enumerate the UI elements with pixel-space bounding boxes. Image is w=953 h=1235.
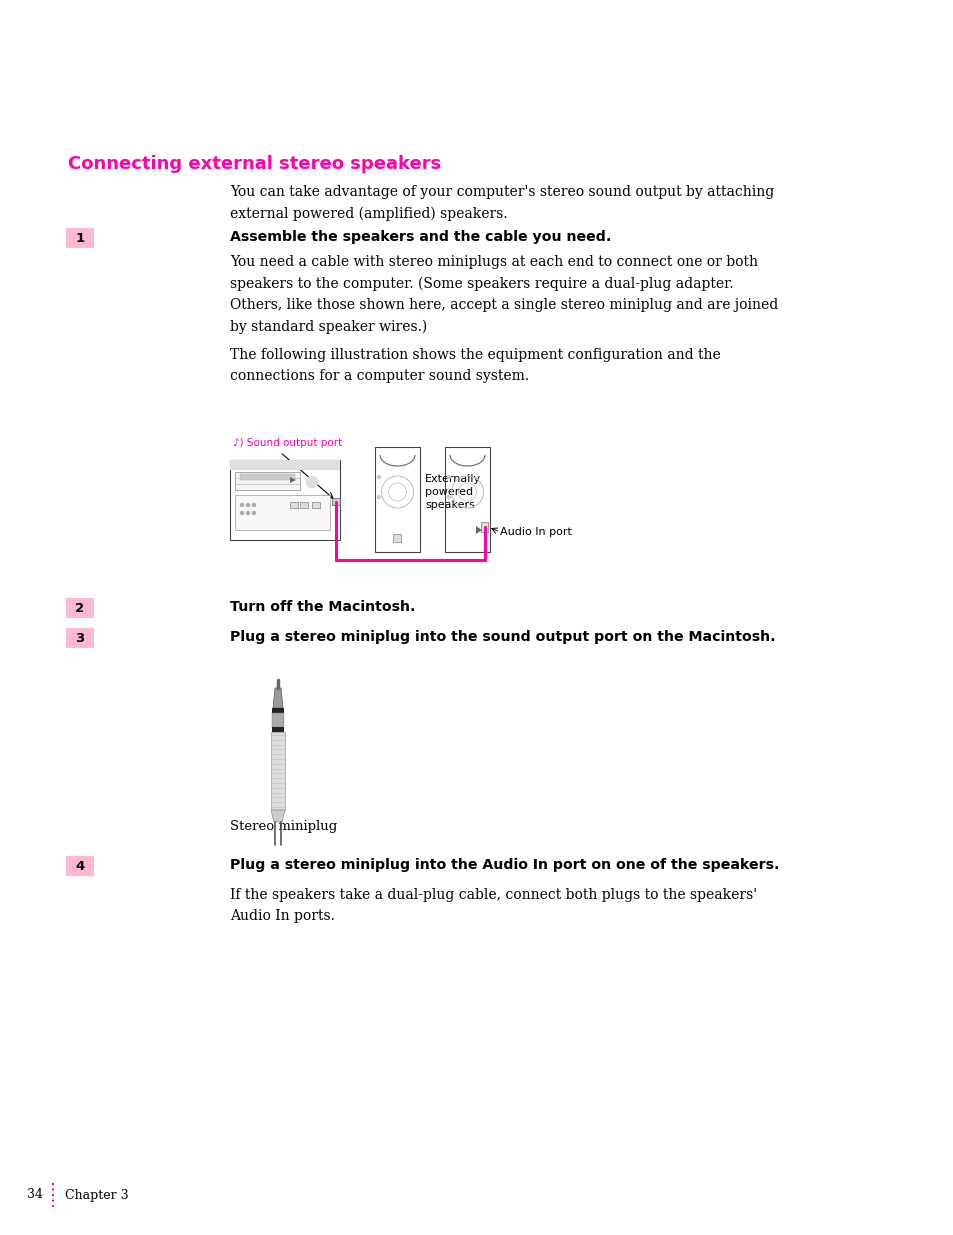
- Bar: [230, 459, 339, 540]
- Bar: [234, 495, 330, 530]
- Bar: [66, 856, 94, 876]
- Text: 34: 34: [27, 1188, 43, 1202]
- Text: Plug a stereo miniplug into the Audio In port on one of the speakers.: Plug a stereo miniplug into the Audio In…: [230, 858, 779, 872]
- Polygon shape: [273, 688, 283, 708]
- Bar: [234, 472, 299, 490]
- Bar: [240, 474, 294, 480]
- Text: Chapter 3: Chapter 3: [65, 1188, 129, 1202]
- Bar: [272, 708, 284, 713]
- Bar: [480, 522, 488, 532]
- Bar: [230, 459, 339, 471]
- Text: 2: 2: [75, 601, 85, 615]
- Polygon shape: [271, 810, 285, 823]
- Circle shape: [447, 495, 451, 499]
- Circle shape: [246, 511, 250, 515]
- Bar: [444, 447, 490, 552]
- Circle shape: [447, 475, 451, 479]
- Bar: [375, 447, 419, 552]
- Circle shape: [240, 511, 243, 515]
- Text: 1: 1: [75, 231, 85, 245]
- Bar: [272, 727, 284, 732]
- Circle shape: [240, 504, 243, 506]
- Bar: [299, 501, 308, 508]
- Text: Connecting external stereo speakers: Connecting external stereo speakers: [68, 156, 441, 173]
- Text: 3: 3: [75, 631, 85, 645]
- Text: Turn off the Macintosh.: Turn off the Macintosh.: [230, 600, 416, 614]
- Bar: [66, 629, 94, 648]
- Bar: [332, 498, 339, 505]
- Bar: [312, 501, 319, 508]
- Bar: [290, 501, 297, 508]
- Text: Plug a stereo miniplug into the sound output port on the Macintosh.: Plug a stereo miniplug into the sound ou…: [230, 630, 775, 643]
- Bar: [393, 534, 400, 542]
- Circle shape: [306, 475, 317, 488]
- Text: ♪) Sound output port: ♪) Sound output port: [233, 438, 342, 448]
- Text: 4: 4: [75, 860, 85, 872]
- Polygon shape: [290, 477, 295, 483]
- Text: Externally
powered
speakers: Externally powered speakers: [424, 474, 480, 510]
- Polygon shape: [476, 526, 481, 534]
- Bar: [272, 713, 284, 727]
- Text: Audio In port: Audio In port: [499, 527, 571, 537]
- Text: The following illustration shows the equipment configuration and the
connections: The following illustration shows the equ…: [230, 348, 720, 383]
- Circle shape: [246, 504, 250, 506]
- Text: You need a cable with stereo miniplugs at each end to connect one or both
speake: You need a cable with stereo miniplugs a…: [230, 254, 778, 333]
- Bar: [66, 228, 94, 248]
- Bar: [66, 598, 94, 618]
- Bar: [271, 732, 285, 810]
- Circle shape: [253, 504, 255, 506]
- Circle shape: [376, 495, 380, 499]
- Text: Stereo miniplug: Stereo miniplug: [230, 820, 337, 832]
- Text: You can take advantage of your computer's stereo sound output by attaching
exter: You can take advantage of your computer'…: [230, 185, 774, 221]
- Circle shape: [253, 511, 255, 515]
- Circle shape: [376, 475, 380, 479]
- Text: Assemble the speakers and the cable you need.: Assemble the speakers and the cable you …: [230, 230, 611, 245]
- Text: If the speakers take a dual-plug cable, connect both plugs to the speakers'
Audi: If the speakers take a dual-plug cable, …: [230, 888, 757, 923]
